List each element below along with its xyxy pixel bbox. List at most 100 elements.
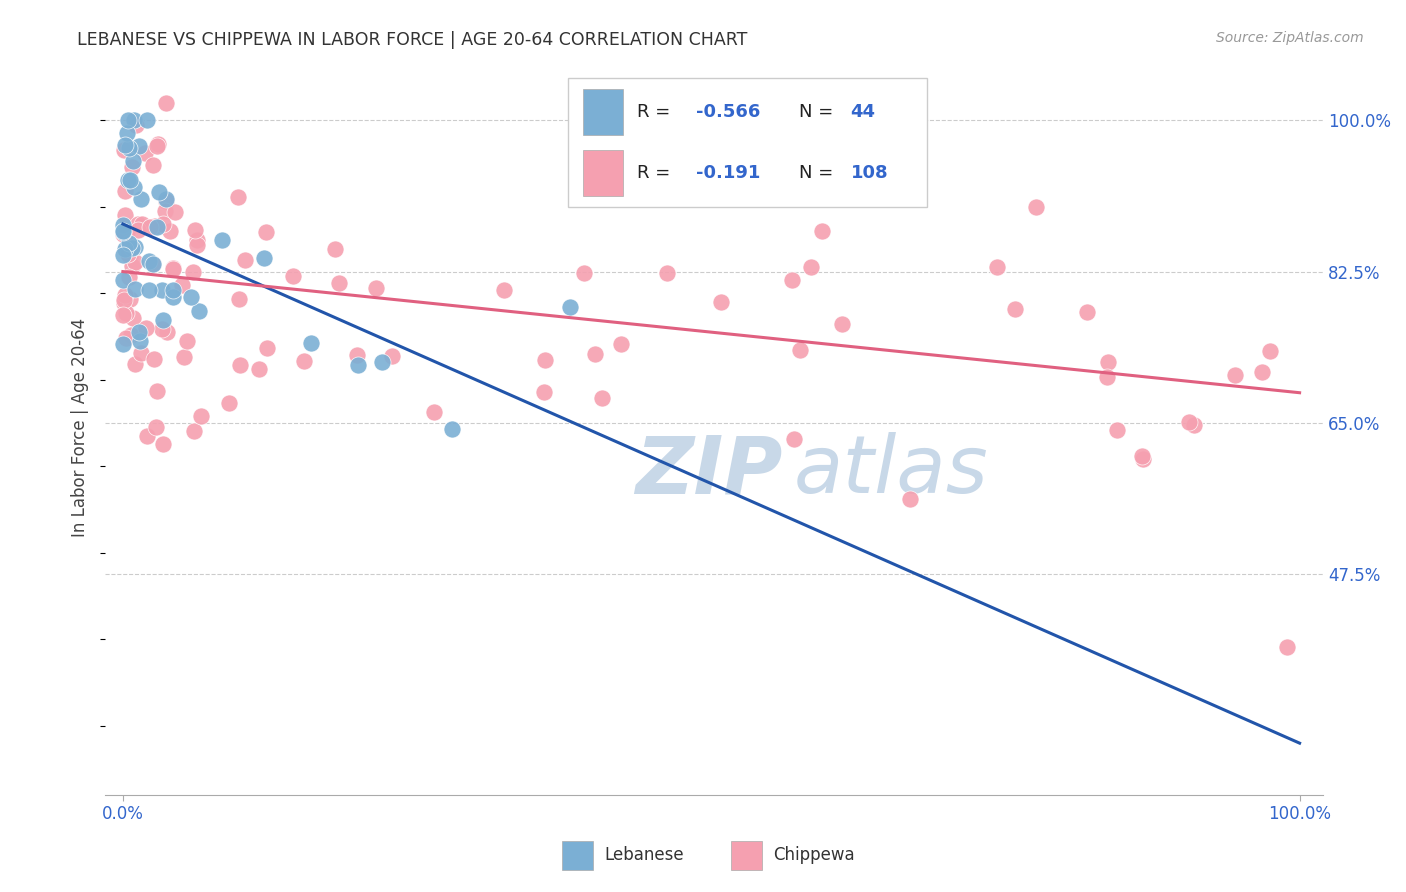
- Point: [831, 317, 853, 331]
- Point: [1095, 370, 1118, 384]
- Point: [810, 224, 832, 238]
- Point: [150, 322, 173, 336]
- Point: [610, 336, 633, 351]
- Point: [441, 422, 464, 436]
- Point: [187, 304, 209, 318]
- Point: [136, 113, 159, 128]
- Point: [1275, 640, 1298, 654]
- Point: [118, 270, 141, 285]
- Point: [150, 284, 173, 298]
- Point: [118, 141, 141, 155]
- Point: [1076, 305, 1098, 319]
- Point: [114, 306, 136, 320]
- Point: [148, 137, 170, 152]
- Point: [256, 342, 278, 356]
- Point: [114, 293, 136, 307]
- Point: [120, 250, 142, 264]
- Point: [135, 320, 157, 334]
- Point: [281, 268, 304, 283]
- Point: [134, 146, 156, 161]
- Point: [986, 260, 1008, 275]
- Point: [709, 295, 731, 310]
- Point: [226, 190, 249, 204]
- Point: [558, 301, 581, 315]
- Point: [115, 331, 138, 345]
- Point: [114, 288, 136, 302]
- Point: [118, 173, 141, 187]
- FancyBboxPatch shape: [582, 150, 623, 195]
- Point: [112, 224, 135, 238]
- Point: [114, 143, 136, 157]
- Point: [125, 118, 148, 132]
- Point: [121, 241, 143, 255]
- Point: [136, 429, 159, 443]
- Text: LEBANESE VS CHIPPEWA IN LABOR FORCE | AGE 20-64 CORRELATION CHART: LEBANESE VS CHIPPEWA IN LABOR FORCE | AG…: [77, 31, 748, 49]
- Point: [328, 276, 350, 290]
- Point: [607, 137, 630, 152]
- Point: [121, 259, 143, 273]
- Point: [162, 283, 184, 297]
- Point: [783, 433, 806, 447]
- Point: [247, 362, 270, 376]
- Point: [155, 95, 177, 110]
- Point: [138, 283, 160, 297]
- Point: [128, 138, 150, 153]
- Point: [118, 235, 141, 250]
- Point: [1130, 450, 1153, 464]
- Point: [122, 180, 145, 194]
- Point: [165, 205, 187, 219]
- Point: [156, 325, 179, 339]
- Point: [1097, 355, 1119, 369]
- Point: [114, 138, 136, 153]
- Point: [591, 391, 613, 405]
- Point: [494, 284, 516, 298]
- Point: [153, 204, 176, 219]
- Point: [173, 350, 195, 364]
- Point: [1105, 424, 1128, 438]
- Point: [533, 353, 555, 368]
- Text: Chippewa: Chippewa: [773, 847, 855, 864]
- Text: ZIP: ZIP: [636, 433, 782, 510]
- Point: [176, 334, 198, 348]
- Point: [122, 113, 145, 128]
- Point: [111, 308, 134, 322]
- Point: [184, 223, 207, 237]
- Point: [190, 409, 212, 424]
- Point: [423, 405, 446, 419]
- Point: [211, 233, 233, 247]
- Point: [124, 282, 146, 296]
- Point: [146, 139, 169, 153]
- Point: [111, 273, 134, 287]
- Point: [229, 358, 252, 372]
- Point: [780, 273, 803, 287]
- Point: [162, 260, 184, 275]
- Point: [233, 252, 256, 267]
- Point: [254, 225, 277, 239]
- Point: [148, 185, 170, 199]
- Point: [120, 292, 142, 306]
- Point: [146, 384, 169, 398]
- Point: [162, 262, 184, 277]
- Point: [218, 395, 240, 409]
- Point: [162, 290, 184, 304]
- Point: [159, 224, 181, 238]
- Point: [114, 242, 136, 256]
- Text: atlas: atlas: [793, 433, 988, 510]
- Point: [1178, 415, 1201, 429]
- Point: [152, 217, 174, 231]
- Point: [127, 217, 149, 231]
- Point: [112, 293, 135, 308]
- Point: [138, 254, 160, 268]
- Point: [129, 192, 152, 206]
- Point: [121, 160, 143, 174]
- Point: [131, 218, 153, 232]
- Point: [789, 343, 811, 358]
- Point: [112, 337, 135, 351]
- Point: [181, 265, 204, 279]
- Text: -0.566: -0.566: [696, 103, 761, 120]
- Text: N =: N =: [800, 164, 834, 182]
- Point: [117, 247, 139, 261]
- Point: [127, 222, 149, 236]
- Text: -0.191: -0.191: [696, 164, 761, 182]
- Point: [371, 355, 394, 369]
